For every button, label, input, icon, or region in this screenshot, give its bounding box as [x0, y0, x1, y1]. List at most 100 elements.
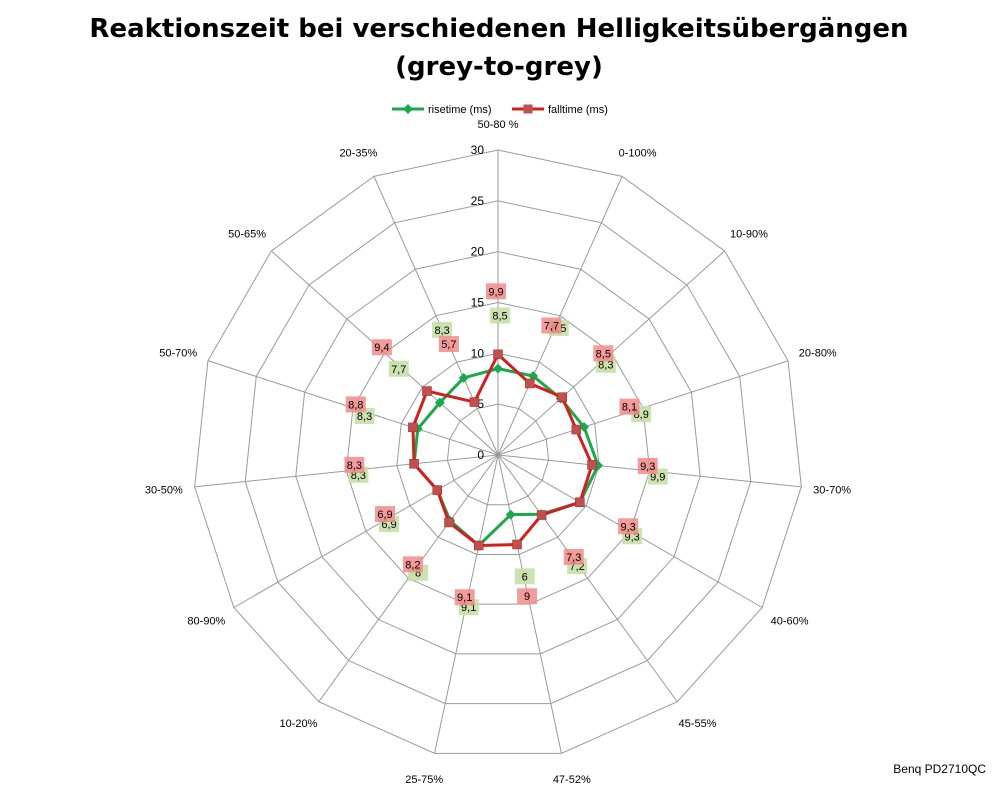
falltime-marker: [408, 422, 418, 433]
category-label: 25-75%: [405, 774, 443, 786]
risetime-data-label: 8: [415, 568, 421, 580]
grid-ring: [194, 149, 802, 754]
falltime-label-bg: [517, 588, 538, 605]
grid-ring: [446, 403, 550, 506]
category-label: 30-70%: [813, 485, 851, 497]
risetime-label-bg: [490, 307, 510, 324]
falltime-label-bg: [563, 548, 584, 565]
falltime-label-bg: [345, 396, 366, 413]
falltime-data-label: 8,3: [347, 460, 362, 472]
category-labels: 50-80 % 0-100% 10-90% 20-80% 30-70% 40-60% 45-…: [145, 119, 851, 786]
risetime-data-label: 8,5: [492, 311, 507, 323]
risetime-data-label: 8,3: [598, 360, 613, 372]
category-label: 50-80 %: [478, 119, 519, 131]
grid-spoke: [373, 176, 499, 456]
category-label: 45-55%: [679, 718, 717, 730]
legend: risetime (ms) falltime (ms): [392, 104, 608, 116]
tick-label: 25: [471, 194, 485, 208]
grid-ring: [295, 251, 701, 655]
radial-tick-labels: 0 5 10 15 20 25 30: [471, 143, 485, 462]
risetime-marker: [528, 371, 539, 382]
legend-label: falltime (ms): [548, 104, 608, 116]
falltime-label-bg: [619, 398, 640, 415]
falltime-label-bg: [402, 556, 423, 573]
grid-ring: [244, 200, 752, 705]
falltime-label-bg: [371, 339, 392, 356]
falltime-data-label: 9,1: [457, 592, 472, 604]
radar-grid: [194, 149, 802, 754]
falltime-data-label: 8,2: [405, 559, 420, 571]
category-label: 20-80%: [799, 348, 837, 360]
category-label: 20-35%: [339, 148, 377, 160]
falltime-data-label: 9,3: [620, 521, 635, 533]
risetime-label-bg: [514, 568, 535, 585]
risetime-marker: [493, 363, 503, 374]
tick-label: 20: [471, 245, 485, 259]
category-label: 47-52%: [553, 774, 591, 786]
category-label: 30-50%: [145, 485, 183, 497]
risetime-marker: [458, 372, 469, 383]
falltime-marker: [587, 460, 597, 470]
falltime-marker: [409, 459, 419, 469]
falltime-marker: [512, 539, 522, 550]
falltime-data-label: 7,7: [544, 320, 559, 332]
risetime-data-label: 9,9: [650, 472, 665, 484]
category-label: 10-20%: [280, 718, 318, 730]
grid-ring: [345, 301, 651, 605]
risetime-data-label: 7,7: [391, 364, 406, 376]
falltime-data-label: 9,4: [374, 342, 389, 354]
legend-marker: [523, 104, 533, 114]
tick-label: 30: [471, 143, 485, 157]
grid-spoke: [497, 176, 623, 456]
falltime-data-label: 8,8: [348, 399, 363, 411]
category-label: 80-90%: [187, 616, 225, 628]
legend-label: risetime (ms): [428, 104, 492, 116]
grid-spoke: [233, 454, 499, 608]
category-label: 10-90%: [730, 229, 768, 241]
grid-ring: [396, 352, 600, 555]
chart-title-line2: (grey-to-grey): [395, 52, 603, 82]
legend-marker: [403, 104, 413, 114]
falltime-data-label: 8,1: [622, 402, 637, 414]
falltime-marker: [571, 424, 582, 435]
falltime-marker: [444, 517, 454, 528]
falltime-label-bg: [486, 283, 506, 300]
grid-spoke: [497, 454, 678, 703]
risetime-marker: [434, 397, 445, 408]
falltime-label-bg: [344, 456, 365, 473]
falltime-data-label: 9,3: [640, 461, 655, 473]
falltime-marker: [432, 485, 442, 495]
category-label: 50-65%: [228, 229, 266, 241]
falltime-data-label: 8,5: [596, 348, 611, 360]
category-label: 50-70%: [159, 348, 197, 360]
risetime-data-label: 6: [522, 571, 528, 583]
falltime-marker: [469, 397, 480, 407]
falltime-marker: [525, 378, 535, 389]
category-label: 0-100%: [619, 148, 657, 160]
falltime-marker: [536, 510, 547, 520]
falltime-data-label: 6,9: [377, 509, 392, 521]
falltime-marker: [474, 540, 484, 551]
falltime-label-bg: [637, 457, 658, 474]
series-line-risetime: [412, 367, 600, 547]
falltime-data-label: 9,9: [488, 286, 503, 298]
monitor-credit: Benq PD2710QC: [893, 762, 986, 776]
series-line-falltime: [411, 352, 594, 547]
falltime-label-bg: [618, 518, 639, 535]
falltime-marker: [557, 392, 567, 402]
chart-title-line1: Reaktionszeit bei verschiedenen Helligke…: [89, 14, 909, 44]
falltime-label-bg: [375, 506, 396, 523]
series-lines: [408, 349, 604, 551]
tick-label: 0: [477, 448, 484, 462]
risetime-data-label: 8,3: [434, 325, 449, 337]
falltime-label-bg: [454, 589, 475, 606]
falltime-data-label: 5,7: [441, 339, 456, 351]
risetime-label-bg: [388, 360, 409, 377]
falltime-marker: [575, 497, 585, 508]
risetime-marker: [579, 422, 590, 432]
falltime-marker: [422, 386, 432, 396]
risetime-marker: [505, 509, 516, 520]
falltime-label-bg: [541, 317, 562, 334]
falltime-marker: [493, 349, 503, 360]
